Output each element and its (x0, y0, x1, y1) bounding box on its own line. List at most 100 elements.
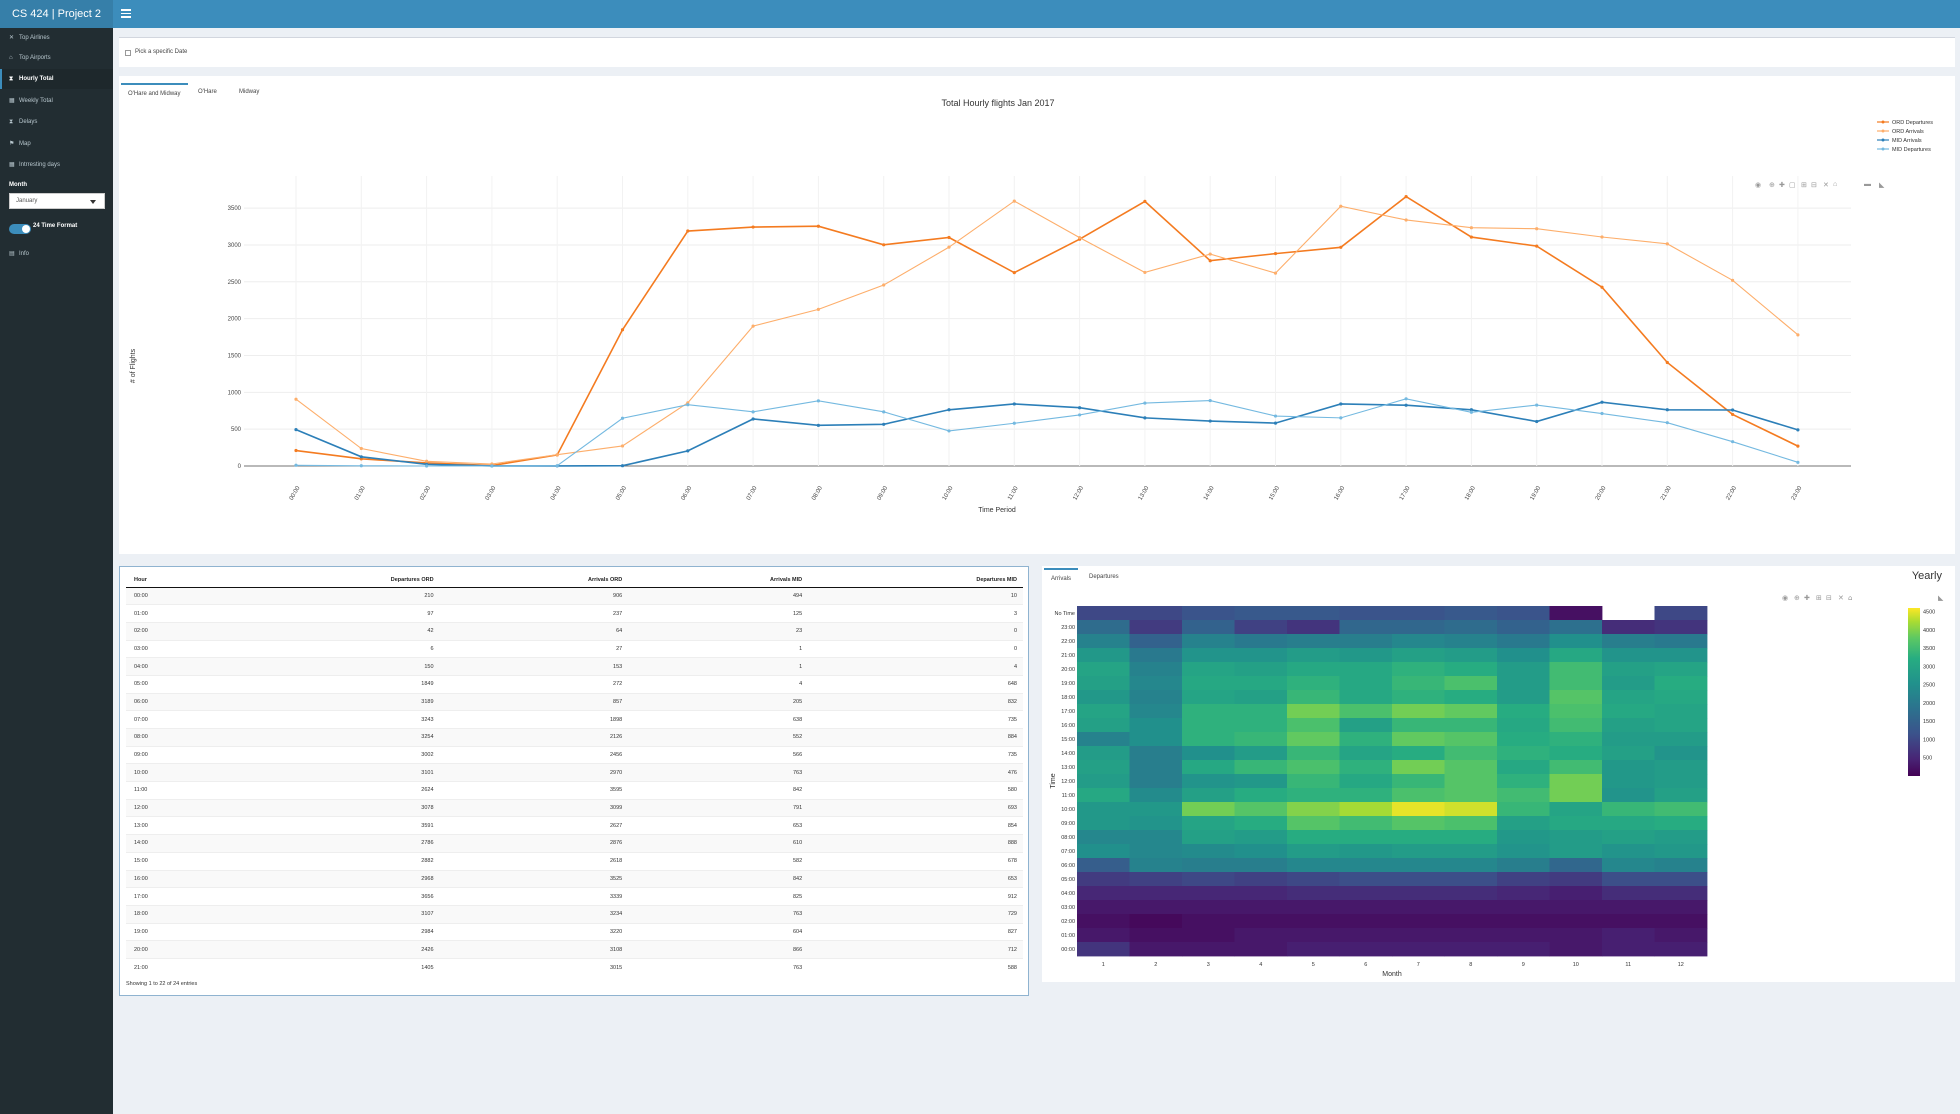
home-icon[interactable]: ⌂ (1833, 181, 1838, 188)
heatmap-cell (1392, 690, 1445, 705)
heatmap-cell (1392, 704, 1445, 719)
sidebar-item-top-airlines[interactable]: ✕ Top Airlines (0, 28, 113, 48)
heatmap-cell (1444, 928, 1498, 943)
heatmap-cell (1654, 830, 1708, 845)
heatmap-cell (1602, 690, 1655, 705)
table-header-row: Hour Departures ORD Arrivals ORD Arrivals M… (126, 573, 1023, 588)
data-point (947, 408, 951, 412)
column-header[interactable]: Hour (126, 573, 216, 588)
time-format-toggle[interactable] (9, 224, 31, 234)
table-cell: 648 (808, 674, 1023, 694)
table-cell: 2984 (216, 922, 440, 941)
column-header[interactable]: Departures MID (808, 573, 1023, 588)
sidebar-item-map[interactable]: ⚑ Map (0, 134, 113, 154)
pan-icon[interactable]: ✚ (1804, 594, 1810, 602)
heatmap-cell (1182, 858, 1235, 873)
tab-arrivals[interactable]: Arrivals (1044, 568, 1079, 586)
camera-icon[interactable]: ◉ (1755, 182, 1762, 189)
data-point (1665, 408, 1669, 412)
column-header[interactable]: Arrivals ORD (439, 573, 629, 588)
table-cell: 866 (628, 940, 809, 959)
sidebar-item-interesting-days[interactable]: ▦ Intrresting days (0, 155, 113, 175)
legend-entry[interactable]: ORD Departures (1892, 120, 1933, 126)
app-title: CS 424 | Project 2 (0, 0, 113, 28)
hourglass-icon: ⧗ (9, 76, 14, 82)
legend-entry[interactable]: MID Arrivals (1892, 138, 1922, 144)
heatmap-cell (1549, 620, 1603, 635)
table-cell: 125 (628, 604, 809, 623)
zoom-in-icon[interactable]: ⊞ (1801, 182, 1807, 189)
heatmap-cell (1129, 732, 1183, 747)
tab-ohare-and-midway[interactable]: O'Hare and Midway (121, 83, 188, 101)
zoom-in-icon[interactable]: ⊞ (1816, 594, 1822, 602)
x-tick-label: 02:00 (419, 485, 432, 502)
sidebar-item-delays[interactable]: ⧗ Delays (0, 112, 113, 132)
heatmap-cell (1287, 676, 1340, 691)
camera-icon[interactable]: ◉ (1782, 594, 1788, 602)
table-cell: 832 (808, 692, 1023, 711)
data-point (490, 464, 494, 468)
heatmap-cell (1549, 830, 1603, 845)
heatmap-cell (1077, 606, 1130, 621)
zoom-out-icon[interactable]: ⊟ (1826, 594, 1832, 602)
sidebar-item-weekly-total[interactable]: ▦ Weekly Total (0, 91, 113, 111)
autoscale-icon[interactable]: ✕ (1838, 594, 1844, 602)
y-tick-label: 20:00 (1061, 667, 1075, 673)
heatmap-cell (1549, 788, 1603, 803)
home-icon[interactable]: ⌂ (1848, 594, 1852, 602)
y-tick-label: 1000 (228, 390, 242, 396)
heatmap-cell (1234, 760, 1288, 775)
table-row: 01:00 97 237 125 3 (126, 604, 1023, 623)
column-header[interactable]: Departures ORD (216, 573, 440, 588)
table-cell: 3099 (439, 798, 629, 817)
heatmap-cell (1339, 718, 1393, 733)
heatmap-cell (1497, 718, 1550, 733)
heatmap-cell (1549, 690, 1603, 705)
sidebar: ✕ Top Airlines ⌂ Top Airports ⧗ Hourly Tota… (0, 28, 113, 1114)
data-point (1731, 278, 1735, 282)
column-header[interactable]: Arrivals MID (628, 573, 809, 588)
y-tick-label: 04:00 (1061, 891, 1075, 897)
heatmap-cell (1549, 928, 1603, 943)
sidebar-item-top-airports[interactable]: ⌂ Top Airports (0, 48, 113, 68)
zoom-out-icon[interactable]: ⊟ (1811, 182, 1817, 189)
legend-entry[interactable]: MID Departures (1892, 147, 1931, 153)
heatmap-cell (1444, 648, 1498, 663)
y-tick-label: 00:00 (1061, 947, 1075, 953)
heatmap-cell (1444, 662, 1498, 677)
box-select-icon[interactable]: ▢ (1789, 182, 1796, 189)
heatmap-cell (1129, 900, 1183, 915)
heatmap-cell (1129, 746, 1183, 761)
specific-date-checkbox[interactable] (125, 50, 131, 56)
sidebar-toggle-button[interactable] (121, 9, 131, 18)
autoscale-icon[interactable]: ✕ (1823, 182, 1829, 189)
plotly-logo-icon[interactable]: ◣ (1938, 594, 1944, 602)
table-cell: 01:00 (126, 604, 216, 623)
sidebar-item-hourly-total[interactable]: ⧗ Hourly Total (0, 69, 113, 89)
colorbar-tick-label: 4500 (1923, 610, 1935, 616)
heatmap-cell (1392, 718, 1445, 733)
data-point (1012, 199, 1016, 203)
zoom-icon[interactable]: ⊕ (1794, 594, 1800, 602)
heatmap-cell (1234, 648, 1288, 663)
data-point (1273, 252, 1278, 256)
heatmap-cell (1654, 914, 1708, 929)
heatmap-cell (1497, 858, 1550, 873)
table-cell: 3254 (216, 728, 440, 747)
tab-midway[interactable]: Midway (239, 89, 260, 95)
heatmap-cell (1497, 872, 1550, 887)
data-point (555, 453, 559, 457)
sidebar-item-info[interactable]: ▤ Info (0, 244, 113, 264)
heatmap-cell (1234, 690, 1288, 705)
plotly-logo-icon[interactable]: ◣ (1879, 182, 1885, 189)
legend-entry[interactable]: ORD Arrivals (1892, 129, 1924, 135)
tab-ohare[interactable]: O'Hare (198, 89, 217, 95)
tab-departures[interactable]: Departures (1089, 574, 1119, 580)
pan-icon[interactable]: ✚ (1779, 182, 1785, 189)
spikelines-icon[interactable]: ▬ (1864, 181, 1871, 188)
x-tick-label: 2 (1154, 962, 1157, 968)
month-select[interactable]: January (9, 193, 105, 209)
heatmap-cell (1497, 676, 1550, 691)
x-tick-label: 07:00 (746, 485, 759, 502)
zoom-icon[interactable]: ⊕ (1769, 182, 1775, 189)
